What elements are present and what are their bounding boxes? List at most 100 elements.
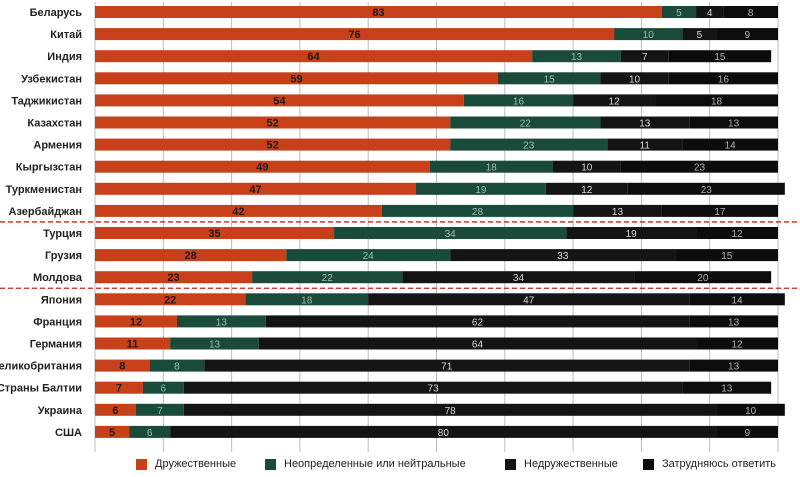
bar-недружественные (696, 6, 724, 18)
legend-label-unfriendly: Недружественные (524, 458, 618, 470)
data-label: 34 (513, 273, 525, 284)
data-label: 10 (745, 406, 757, 417)
data-label: 12 (609, 96, 621, 107)
data-label: 13 (721, 384, 733, 395)
category-label: Узбекистан (21, 73, 82, 85)
bar-неопределенные-или-нейтральные (497, 72, 601, 85)
bar-недружественные (607, 138, 683, 151)
bar-затрудняюсь-ответить (689, 315, 778, 328)
bar-затрудняюсь-ответить (689, 359, 778, 372)
bar-неопределенные-или-нейтральные (381, 204, 574, 217)
data-label: 24 (363, 251, 375, 262)
legend-swatch-friendly (136, 458, 147, 470)
bar-неопределенные-или-нейтральные (129, 425, 171, 438)
data-label: 13 (571, 52, 583, 63)
data-label: 47 (249, 184, 261, 196)
data-label: 19 (475, 185, 487, 196)
data-label: 8 (748, 8, 754, 19)
bar-неопределенные-или-нейтральные (429, 160, 553, 173)
data-label: 13 (728, 119, 740, 130)
data-label: 47 (523, 295, 535, 306)
category-label: Япония (41, 294, 82, 306)
data-label: 7 (157, 406, 163, 417)
data-label: 10 (629, 74, 641, 85)
bar-недружественные (204, 359, 690, 372)
data-label: 34 (445, 229, 457, 240)
data-label: 54 (273, 95, 286, 107)
data-label: 4 (707, 8, 713, 19)
category-label: Франция (33, 316, 82, 328)
data-label: 52 (266, 140, 278, 152)
legend-label-undecided: Затрудняюсь ответить (662, 458, 777, 470)
bar-дружественные (95, 227, 335, 239)
data-label: 5 (109, 427, 115, 439)
data-label: 11 (640, 141, 651, 152)
category-label: Германия (30, 339, 82, 351)
data-label: 76 (348, 29, 360, 41)
category-label: Таджикистан (11, 95, 82, 107)
bar-затрудняюсь-ответить (661, 204, 778, 217)
legend-swatch-neutral (265, 458, 276, 470)
data-label: 7 (642, 52, 648, 63)
category-label: Великобритания (0, 361, 82, 373)
bar-неопределенные-или-нейтральные (286, 249, 451, 262)
bar-недружественные (265, 315, 690, 328)
bar-дружественные (95, 116, 451, 129)
category-label: Туркменистан (6, 184, 82, 196)
data-label: 42 (232, 206, 244, 218)
category-label: Турция (43, 228, 82, 240)
bar-неопределенные-или-нейтральные (463, 94, 574, 107)
bar-затрудняюсь-ответить (689, 116, 778, 129)
bar-неопределенные-или-нейтральные (245, 293, 369, 306)
data-label: 9 (744, 428, 750, 439)
bar-затрудняюсь-ответить (696, 337, 778, 350)
bar-неопределенные-или-нейтральные (532, 50, 621, 63)
bar-неопределенные-или-нейтральные (252, 271, 403, 284)
legend-item-friendly: Дружественные (136, 458, 236, 470)
bar-затрудняюсь-ответить (689, 293, 785, 306)
data-label: 13 (612, 207, 624, 218)
data-label: 49 (256, 162, 268, 174)
bar-недружественные (600, 72, 669, 85)
bar-неопределенные-или-нейтральные (149, 359, 205, 372)
bar-недружественные (545, 182, 628, 195)
bar-дружественные (95, 381, 143, 394)
data-label: 14 (725, 141, 737, 152)
bar-затрудняюсь-ответить (655, 94, 778, 107)
bar-затрудняюсь-ответить (620, 160, 778, 173)
data-label: 33 (557, 251, 569, 262)
legend: Дружественные Неопределенные или нейтрал… (0, 456, 800, 476)
bar-дружественные (95, 72, 498, 85)
data-label: 15 (544, 74, 556, 85)
data-label: 22 (322, 273, 334, 284)
data-label: 10 (581, 163, 593, 174)
data-label: 12 (731, 340, 743, 351)
bar-затрудняюсь-ответить (696, 227, 778, 239)
bar-недружественные (600, 116, 690, 129)
category-label: Страны Балтии (0, 383, 82, 395)
bar-затрудняюсь-ответить (668, 72, 778, 85)
bar-неопределенные-или-нейтральные (135, 403, 184, 416)
bar-недружественные (682, 28, 717, 41)
bar-затрудняюсь-ответить (723, 6, 778, 18)
data-label: 14 (731, 295, 743, 306)
legend-swatch-undecided (643, 458, 654, 470)
bar-дружественные (95, 182, 417, 195)
bar-дружественные (95, 271, 253, 284)
data-label: 71 (441, 362, 453, 373)
category-label: Грузия (45, 250, 82, 262)
bar-недружественные (368, 293, 690, 306)
bar-неопределенные-или-нейтральные (142, 381, 184, 394)
category-label: Китай (50, 29, 82, 41)
data-label: 15 (721, 251, 733, 262)
data-label: 22 (520, 119, 532, 130)
data-label: 17 (714, 207, 726, 218)
category-label: Украина (38, 405, 83, 417)
data-label: 62 (472, 317, 484, 328)
data-label: 18 (711, 96, 723, 107)
bar-неопределенные-или-нейтральные (334, 227, 567, 239)
data-label: 6 (161, 384, 167, 395)
data-label: 5 (676, 8, 682, 19)
data-label: 23 (694, 163, 706, 174)
data-label: 13 (209, 340, 221, 351)
